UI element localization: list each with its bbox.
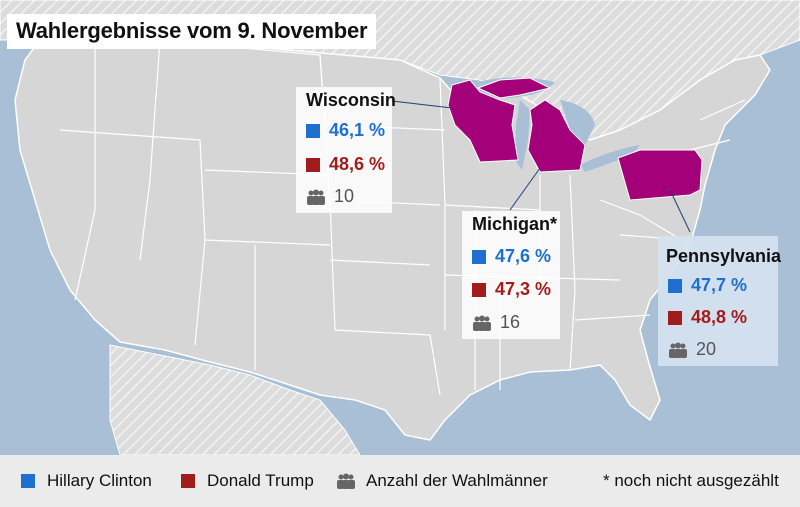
- trump-percent: 48,6 %: [329, 154, 386, 174]
- michigan-leader: [509, 167, 541, 211]
- trump-swatch: [472, 282, 486, 297]
- trump-swatch: [668, 310, 682, 325]
- clinton-result: 47,6 %: [472, 246, 551, 267]
- wisconsin-leader: [391, 100, 453, 109]
- lake-huron: [560, 100, 595, 145]
- clinton-percent: 47,7 %: [691, 275, 748, 295]
- wisconsin-shape: [447, 79, 519, 163]
- map-title: Wahlergebnisse vom 9. November: [7, 14, 377, 49]
- legend-clinton: Hillary Clinton: [21, 455, 152, 507]
- us-map: [0, 0, 800, 455]
- clinton-percent: 47,6 %: [495, 246, 552, 266]
- clinton-swatch: [21, 474, 35, 488]
- trump-percent: 47,3 %: [495, 279, 552, 299]
- pennsylvania-leader: [669, 189, 691, 233]
- lake-erie: [580, 145, 640, 172]
- electors-count: 16: [472, 312, 520, 333]
- electors-count: 20: [668, 339, 716, 360]
- legend-note: * noch nicht ausgezählt: [603, 455, 779, 507]
- clinton-result: 46,1 %: [306, 120, 385, 141]
- pennsylvania-shape: [617, 149, 703, 201]
- clinton-swatch: [472, 249, 486, 264]
- trump-result: 48,8 %: [668, 307, 747, 328]
- trump-result: 47,3 %: [472, 279, 551, 300]
- clinton-result: 47,7 %: [668, 275, 747, 296]
- electors-value: 20: [696, 339, 717, 359]
- legend: Hillary Clinton Donald Trump Anzahl der …: [0, 455, 800, 507]
- electors-value: 10: [334, 186, 355, 206]
- people-icon: [669, 342, 687, 358]
- legend-trump: Donald Trump: [181, 455, 314, 507]
- electors-value: 16: [500, 312, 521, 332]
- state-name: Michigan*: [472, 214, 558, 234]
- clinton-swatch: [306, 123, 320, 138]
- michigan-card: Michigan* 47,6 % 47,3 % 16: [462, 211, 560, 339]
- michigan-shape: [527, 99, 586, 173]
- trump-swatch: [306, 157, 320, 172]
- trump-swatch: [181, 474, 195, 488]
- legend-trump-label: Donald Trump: [207, 471, 314, 490]
- lake-michigan: [515, 100, 530, 170]
- trump-result: 48,6 %: [306, 154, 385, 175]
- legend-electors: Anzahl der Wahlmänner: [336, 455, 548, 507]
- legend-clinton-label: Hillary Clinton: [47, 471, 152, 490]
- electors-count: 10: [306, 186, 354, 207]
- people-icon: [337, 473, 355, 489]
- wisconsin-card: Wisconsin 46,1 % 48,6 % 10: [296, 87, 396, 213]
- state-name: Pennsylvania: [666, 246, 782, 266]
- clinton-percent: 46,1 %: [329, 120, 386, 140]
- state-name: Wisconsin: [306, 90, 396, 110]
- michigan-upper-shape: [476, 77, 552, 99]
- mexico-area: [109, 344, 361, 455]
- legend-electors-label: Anzahl der Wahlmänner: [366, 471, 548, 490]
- people-icon: [473, 315, 491, 331]
- pennsylvania-card: Pennsylvania 47,7 % 48,8 % 20: [658, 236, 782, 366]
- clinton-swatch: [668, 278, 682, 293]
- trump-percent: 48,8 %: [691, 307, 748, 327]
- people-icon: [307, 189, 325, 205]
- legend-note-label: * noch nicht ausgezählt: [603, 471, 779, 490]
